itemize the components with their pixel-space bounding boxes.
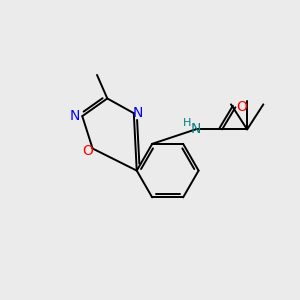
Text: O: O — [236, 100, 247, 114]
Text: O: O — [83, 145, 94, 158]
Text: H: H — [183, 118, 191, 128]
Text: N: N — [190, 122, 201, 136]
Text: N: N — [70, 109, 80, 123]
Text: N: N — [133, 106, 143, 120]
